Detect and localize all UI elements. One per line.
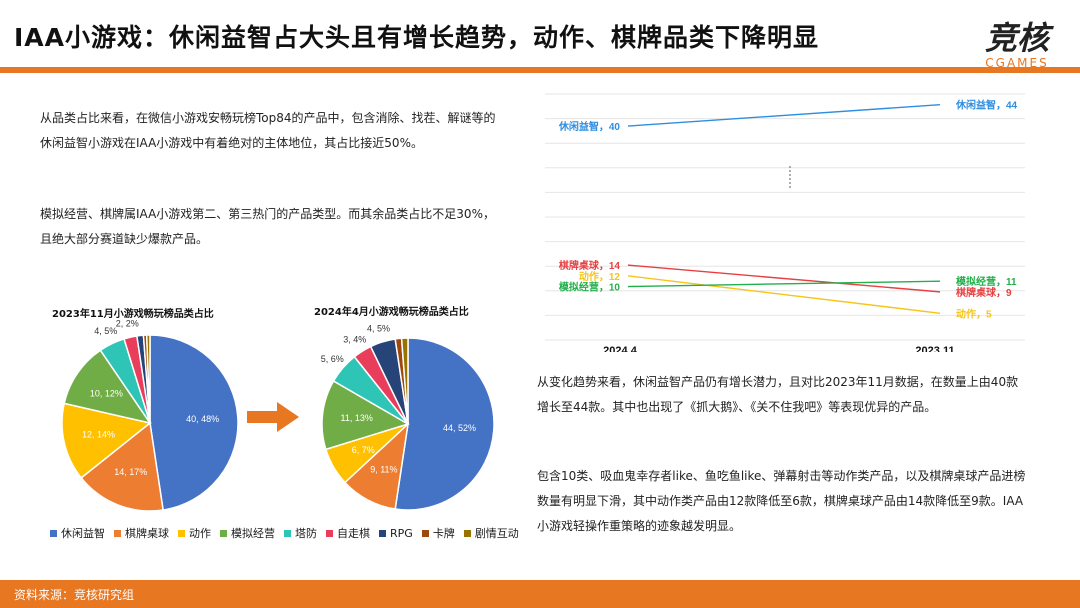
source-note: 资料来源：竞核研究组 [14,588,135,602]
legend-swatch [220,529,227,537]
pie-chart-2023: 40, 48% 14, 17% 12, 14% 10, 12% 4, 5%2, 2% [61,320,239,512]
series-line-2 [627,275,941,314]
pie-slice-label-1: 14, 17% [114,467,147,477]
series-left-label-3: 模拟经营，10 [559,281,621,294]
pie-slice-0 [149,334,239,511]
pie-slice-1 [80,421,164,512]
legend-label: 卡牌 [432,527,455,540]
legend-item-4: 塔防 [284,525,317,541]
pie-slice-label-2: 12, 14% [82,430,115,440]
legend-label: 棋牌桌球 [125,527,169,540]
pie-slice-label-1: 9, 11% [370,465,397,475]
legend-swatch [284,529,291,537]
legend-swatch [379,529,386,537]
legend-item-2: 动作 [178,525,211,541]
legend-item-1: 棋牌桌球 [114,525,169,541]
series-line-0 [627,103,941,127]
pie-slice-label-4: 5, 6% [321,354,344,364]
pie-slice-label-2: 6, 7% [352,445,375,455]
pie-slice-label-0: 40, 48% [186,414,219,424]
legend-label: 剧情互动 [474,527,519,540]
legend-item-7: 卡牌 [421,525,455,541]
pie-slice-0 [394,337,495,511]
legend-swatch [178,529,185,537]
pie-title-2023: 2023年11月小游戏畅玩榜品类占比 [52,309,214,320]
page-title: IAA小游戏：休闲益智占大头且有增长趋势，动作、棋牌品类下降明显 [14,23,820,52]
transition-arrow-icon [247,402,299,432]
pie-slice-label-3: 10, 12% [90,388,123,398]
pie-slice-label-5: 2, 2% [116,320,139,329]
footer-bar [0,580,1080,608]
series-left-label-0: 休闲益智，40 [558,120,621,133]
series-right-label-1: 棋牌桌球，9 [955,286,1012,299]
pie-slice-label-4: 4, 5% [94,326,117,336]
legend-label: 塔防 [295,527,317,540]
pie-slice-3 [321,379,410,451]
paragraph-category-share: 从品类占比来看，在微信小游戏安畅玩榜Top84的产品中，包含消除、找茬、解谜等的… [40,111,496,150]
pie-chart-2024: 44, 52% 9, 11% 6, 7% 11, 13% 5, 6% 3, 4%4, 5% [321,323,495,511]
trend-line-chart: 休闲益智，40 休闲益智，44 棋牌桌球，14 棋牌桌球，9 动作，12 动作，5 模拟经营… [545,93,1025,352]
pie-slice-2 [61,402,152,479]
series-left-label-1: 棋牌桌球，14 [558,259,621,272]
paragraph-trend: 从变化趋势来看，休闲益智产品仍有增长潜力，且对比2023年11月数据，在数量上由… [537,375,1019,414]
series-right-label-0: 休闲益智，44 [955,99,1018,112]
pie-slice-label-6: 4, 5% [367,323,390,333]
legend-swatch [50,529,57,537]
pie-legend: 休闲益智 棋牌桌球 动作 模拟经营 塔防 自走棋 RPG 卡牌 剧情互动 [50,525,519,541]
legend-item-5: 自走棋 [326,525,370,541]
legend-item-6: RPG [379,525,413,541]
pie-slice-3 [63,349,152,425]
pie-title-2024: 2024年4月小游戏畅玩榜品类占比 [314,307,469,318]
pie-slice-8 [145,334,151,424]
legend-swatch [421,529,429,537]
legend-label: RPG [390,526,413,540]
pie-slice-label-0: 44, 52% [443,423,476,433]
logo-text: CGAMES [985,56,1049,70]
title-underline [0,67,1080,73]
paragraph-sim-board: 模拟经营、棋牌属IAA小游戏第二、第三热门的产品类型。而其余品类占比不足30%，… [40,207,495,246]
legend-swatch [463,529,471,537]
brand-logo: 竞核 CGAMES [972,22,1062,78]
legend-item-8: 剧情互动 [463,525,519,541]
paragraph-action-decline: 包含10类、吸血鬼幸存者like、鱼吃鱼like、弹幕射击等动作类产品，以及棋牌… [537,469,1026,533]
x-tick-label-0: 2024.4 [603,345,638,352]
x-tick-label-1: 2023.11 [915,345,954,352]
legend-label: 模拟经营 [231,527,275,540]
series-right-label-3: 模拟经营，11 [956,275,1017,288]
legend-item-3: 模拟经营 [220,525,275,541]
series-line-3 [627,280,941,288]
legend-item-0: 休闲益智 [50,525,105,541]
legend-swatch [114,529,121,537]
legend-label: 自走棋 [337,527,370,540]
legend-label: 休闲益智 [61,527,105,540]
legend-label: 动作 [189,527,211,540]
legend-swatch [326,529,333,537]
series-line-1 [627,264,941,293]
logo-mark: 竞核 [984,19,1049,57]
series-left-label-2: 动作，12 [579,270,621,283]
pie-slice-label-3: 11, 13% [341,413,373,423]
series-right-label-2: 动作，5 [956,307,992,320]
pie-slice-label-5: 3, 4% [343,334,366,344]
pie-slice-8 [400,337,409,425]
